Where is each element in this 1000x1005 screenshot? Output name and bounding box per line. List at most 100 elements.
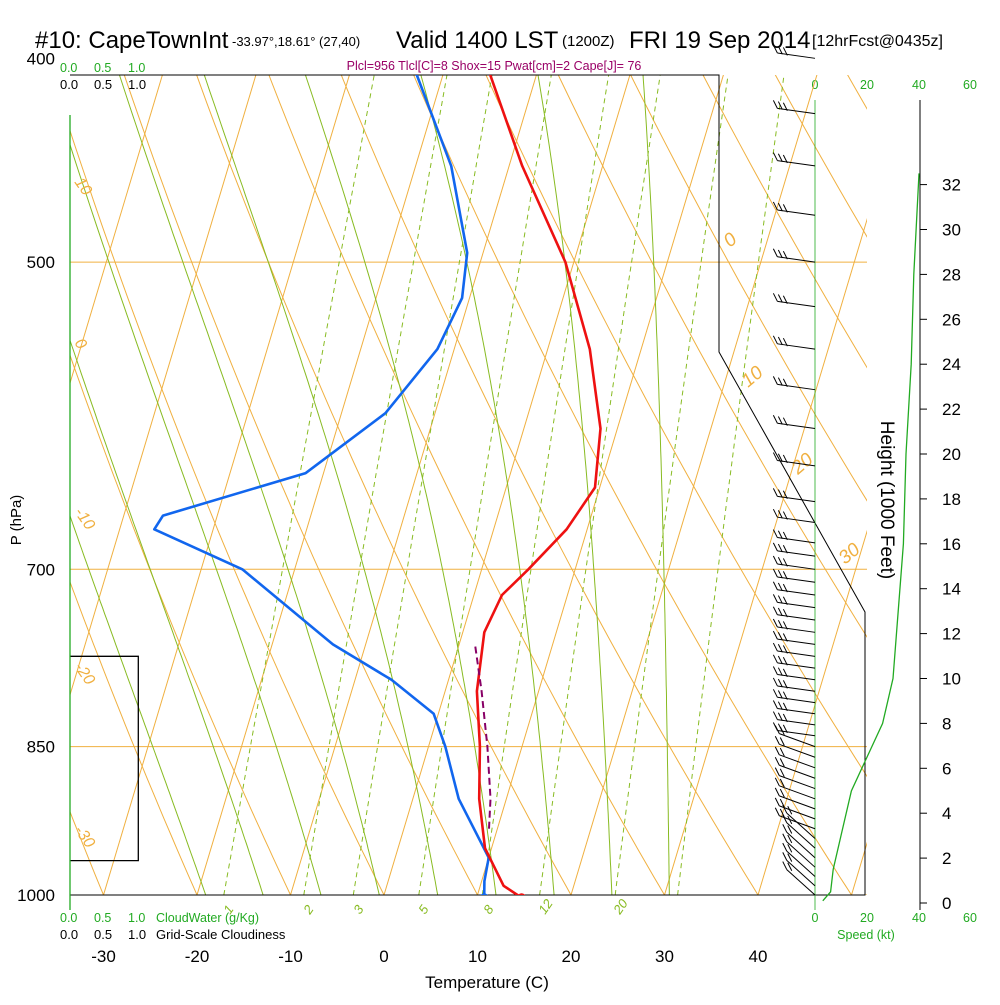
wind-barb-flag [773, 689, 777, 697]
wind-barb-staff [777, 210, 815, 215]
wind-barb-staff [777, 697, 815, 702]
cloudwater-tick: 0.0 [60, 911, 77, 925]
wind-barb-flag [783, 843, 787, 851]
mixing-ratio-label: 5 [415, 902, 432, 917]
wind-barb-staff [777, 615, 815, 620]
zulu-time: (1200Z) [562, 33, 615, 50]
wind-barb [783, 862, 815, 895]
isotherm-line [838, 0, 1000, 940]
wind-barb-staff [777, 344, 815, 349]
dry-adiabat-label: 10 [738, 362, 768, 392]
cloudwater-tick: 0.0 [60, 61, 77, 75]
temperature-tick-label: -30 [91, 947, 116, 966]
wind-barb [775, 798, 815, 819]
height-tick-label: 0 [942, 894, 951, 913]
sounding-profiles [154, 0, 600, 902]
height-tick-label: 12 [942, 625, 961, 644]
wind-barb-staff [777, 564, 815, 569]
cloudiness-tick: 0.0 [60, 927, 78, 942]
wind-barb [773, 666, 815, 679]
wind-barb [773, 619, 815, 632]
isotherm-line [0, 0, 264, 940]
isotherm-line [0, 0, 170, 940]
wind-speed-profile [823, 173, 919, 900]
wind-barb-staff [777, 663, 815, 668]
wind-speed-line [823, 173, 919, 900]
wind-barb [773, 582, 815, 595]
wind-barb-staff [779, 806, 815, 819]
wind-barb-flag [773, 643, 777, 651]
forecast-label: [12hrFcst@0435z] [812, 33, 943, 50]
moist-adiabat-line [592, 0, 669, 940]
height-tick-label: 18 [942, 490, 961, 509]
wind-barb [773, 631, 815, 644]
wind-barb-staff [777, 257, 815, 262]
plot-frame [70, 75, 865, 895]
pressure-tick-label: 500 [27, 253, 55, 272]
speed-tick: 20 [860, 911, 874, 925]
wind-barb [773, 689, 815, 702]
cloudiness-tick: 1.0 [128, 927, 146, 942]
mixing-ratio-label: 12 [535, 896, 556, 917]
speed-tick: 20 [860, 78, 874, 92]
temperature-tick-label: 30 [655, 947, 674, 966]
wind-barb [773, 415, 815, 428]
stability-indices: Plcl=956 Tlcl[C]=8 Shox=15 Pwat[cm]=2 Ca… [347, 59, 642, 73]
wind-barb [773, 607, 815, 620]
dry-adiabat-line [915, 0, 1000, 940]
wind-barb-flag [773, 655, 777, 663]
pressure-tick-label: 1000 [17, 886, 55, 905]
x-axis-title: Temperature (C) [425, 973, 549, 992]
height-tick-label: 26 [942, 310, 961, 329]
cloudwater-label: CloudWater (g/Kg) [156, 911, 259, 925]
isotherm-line [0, 0, 357, 940]
wind-barb-flag [773, 569, 777, 577]
wind-barbs [773, 0, 815, 895]
wind-barb-flag [773, 453, 777, 461]
wind-barb [773, 556, 815, 569]
cloudiness-label: Grid-Scale Cloudiness [156, 927, 286, 942]
dry-adiabat-line [0, 0, 122, 940]
top-cloudwater-scale: 0.0 0.5 1.0 0.0 0.5 1.0 [60, 61, 146, 92]
cloudiness-tick: 0.5 [94, 927, 112, 942]
wind-barb-flag [775, 736, 779, 744]
bottom-cloudwater-scale: 0.0 0.5 1.0 CloudWater (g/Kg) 0.0 0.5 1.… [60, 911, 286, 942]
moist-adiabat-line [160, 0, 502, 940]
temperature-tick-label: -10 [278, 947, 303, 966]
wind-barb-staff [777, 590, 815, 595]
wind-barb-flag [780, 737, 784, 745]
isotherm-label: -20 [71, 660, 98, 689]
speed-tick: 40 [912, 78, 926, 92]
dry-adiabat-line [0, 0, 27, 940]
wind-barb-flag [773, 666, 777, 674]
cloudiness-tick: 1.0 [128, 77, 146, 92]
wind-barb-flag [780, 758, 784, 766]
wind-barb-staff [777, 577, 815, 582]
dry-adiabat-line [231, 0, 881, 940]
height-tick-label: 24 [942, 355, 961, 374]
station-location: -33.97°,18.61° (27,40) [232, 34, 360, 49]
height-tick-label: 6 [942, 759, 951, 778]
wind-barb-flag [773, 701, 777, 709]
wind-barb-flag [783, 824, 787, 832]
y-axis-title: P (hPa) [8, 495, 25, 546]
wind-barb-flag [773, 582, 777, 590]
moist-adiabat-line [0, 0, 389, 940]
wind-barb [773, 336, 815, 349]
wind-barb-flag [773, 293, 777, 301]
wind-barb-flag [773, 543, 777, 551]
dry-adiabat-line [479, 0, 1000, 940]
height-tick-label: 2 [942, 849, 951, 868]
wind-barb-staff [777, 627, 815, 632]
wind-barb-flag [775, 788, 779, 796]
wind-barb-flag [780, 789, 784, 797]
wind-barb-staff [777, 651, 815, 656]
height-tick-label: 16 [942, 535, 961, 554]
height-tick-label: 20 [942, 445, 961, 464]
wind-barb-staff [777, 674, 815, 679]
temperature-tick-label: 10 [468, 947, 487, 966]
wind-barb-staff [777, 301, 815, 306]
isotherm-line [0, 0, 451, 940]
